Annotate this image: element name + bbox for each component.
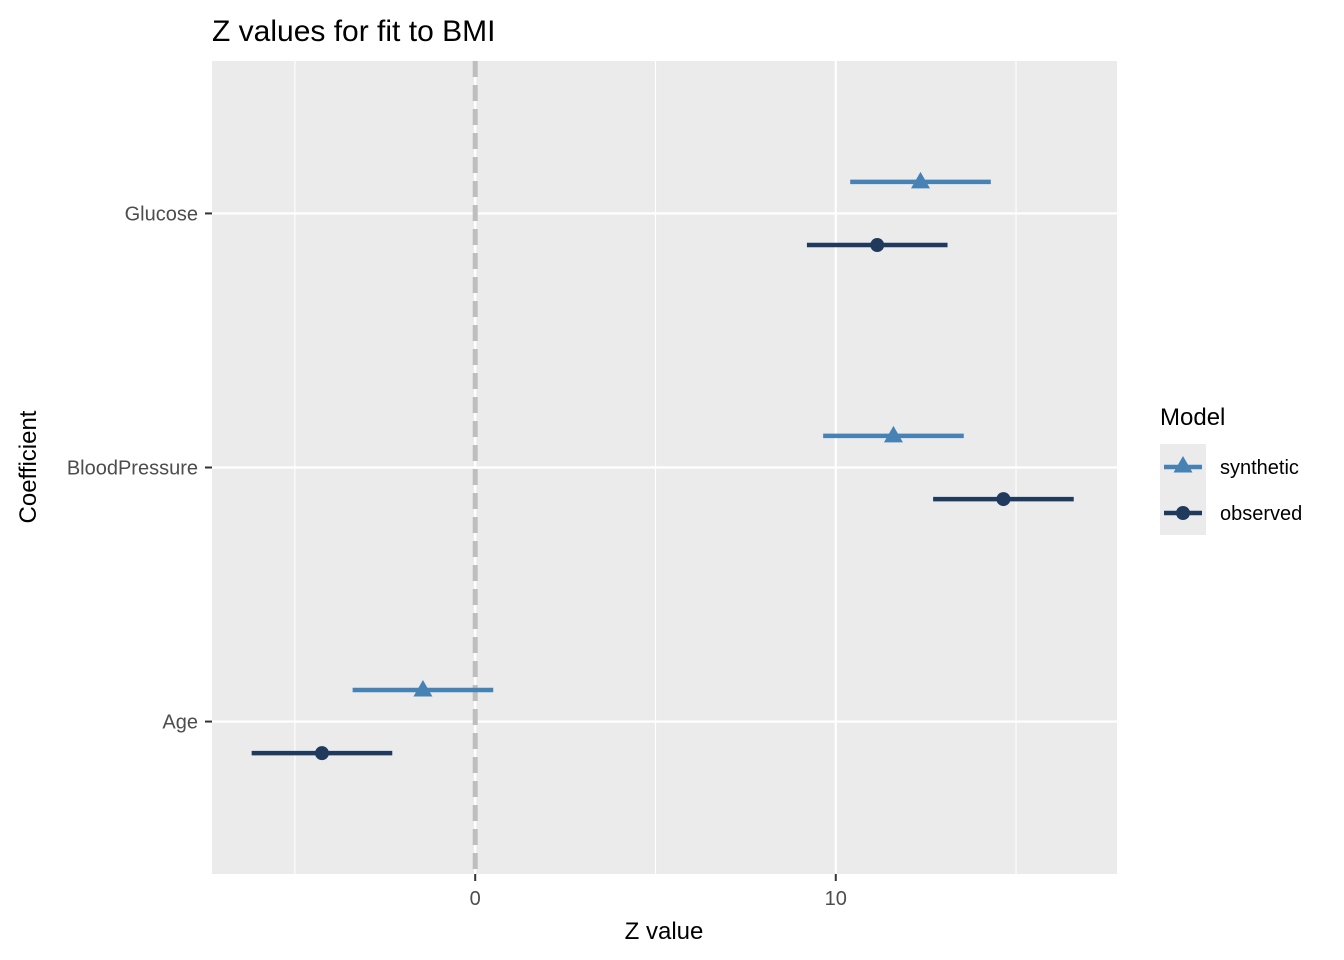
legend-key-triangle xyxy=(1173,456,1193,473)
y-axis: Age BloodPressure Glucose xyxy=(67,203,212,734)
y-tick-label: Glucose xyxy=(125,203,198,225)
legend-title: Model xyxy=(1160,404,1225,431)
legend: Model synthetic observed xyxy=(1160,404,1302,535)
y-tick-label: Age xyxy=(162,712,198,734)
point-observed xyxy=(996,492,1011,507)
y-axis-title: Coefficient xyxy=(15,410,42,523)
data-marks xyxy=(251,171,1074,761)
x-tick-label: 0 xyxy=(470,888,481,910)
point-synthetic xyxy=(413,679,433,697)
x-tick-label: 10 xyxy=(825,888,847,910)
y-tick-label: BloodPressure xyxy=(67,458,198,480)
point-synthetic xyxy=(910,171,930,189)
x-axis: 0 10 xyxy=(470,874,847,910)
chart-title: Z values for fit to BMI xyxy=(212,15,495,48)
legend-label-observed: observed xyxy=(1220,503,1302,525)
legend-label-synthetic: synthetic xyxy=(1220,457,1299,479)
x-axis-title: Z value xyxy=(625,918,704,945)
legend-key-circle xyxy=(1176,506,1190,520)
point-observed xyxy=(314,746,329,761)
point-synthetic xyxy=(883,425,903,443)
point-observed xyxy=(870,238,885,253)
